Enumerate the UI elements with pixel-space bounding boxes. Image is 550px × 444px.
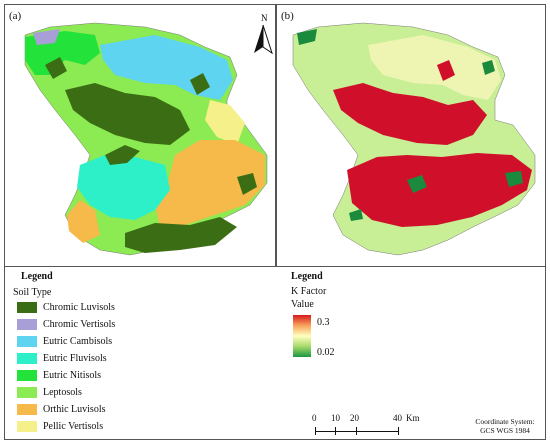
chromic-luvisols-zone-3 [105, 145, 140, 165]
chromic-luvisols-zone-1 [65, 83, 190, 145]
scale-tick-10 [335, 427, 336, 435]
k-mid-zone [368, 35, 501, 100]
legend-label: Eutric Fluvisols [43, 352, 107, 364]
chromic-luvisols-zone-6 [237, 173, 257, 195]
scale-label-10: 10 [331, 413, 340, 423]
swatch-eutric-cambisols [17, 335, 37, 347]
chromic-luvisols-zone-5 [45, 57, 67, 79]
legend-item-eutric-fluvisols: Eutric Fluvisols [17, 351, 107, 365]
k-low-zone-1 [297, 29, 317, 45]
coordinate-system-line2: GCS WGS 1984 [480, 426, 530, 435]
soil-type-map: N [24, 13, 273, 256]
k-low-value: 0.02 [317, 347, 335, 358]
legend-item-pellic-vertisols: Pellic Vertisols [17, 419, 103, 433]
k-factor-map-panel: (b) [276, 4, 546, 267]
legend-item-chromic-vertisols: Chromic Vertisols [17, 317, 115, 331]
swatch-orthic-luvisols [17, 403, 37, 415]
north-arrow-icon [254, 24, 273, 55]
k-legend-title: Legend [291, 271, 323, 282]
soil-legend-subtitle: Soil Type [13, 287, 52, 298]
orthic-luvisols-zone-1 [155, 140, 265, 227]
k-legend-subtitle: K Factor [291, 286, 327, 297]
orthic-luvisols-zone-2 [67, 200, 100, 243]
scale-unit: Km [406, 413, 420, 423]
k-high-zone-3 [437, 60, 455, 81]
legend-item-eutric-cambisols: Eutric Cambisols [17, 334, 112, 348]
swatch-eutric-fluvisols [17, 352, 37, 364]
legend-panel: Legend Soil Type Chromic Luvisols Chromi… [4, 266, 546, 440]
chromic-luvisols-zone-2 [125, 217, 237, 253]
chromic-vertisols-zone-1 [33, 29, 60, 45]
legend-label: Chromic Luvisols [43, 301, 115, 313]
scale-tick-20 [356, 427, 357, 435]
k-legend-value-label: Value [291, 299, 314, 310]
legend-label: Orthic Luvisols [43, 403, 106, 415]
legend-item-chromic-luvisols: Chromic Luvisols [17, 300, 115, 314]
legend-label: Pellic Vertisols [43, 420, 104, 432]
swatch-chromic-vertisols [17, 318, 37, 330]
scale-label-0: 0 [312, 413, 317, 423]
k-low-zone-4 [505, 171, 523, 187]
legend-label: Chromic Vertisols [43, 318, 116, 330]
scale-label-40: 40 [393, 413, 402, 423]
k-low-zone-5 [349, 209, 363, 221]
pellic-vertisols-zone [205, 100, 245, 145]
k-low-zone-2 [407, 175, 427, 193]
legend-item-leptosols: Leptosols [17, 385, 82, 399]
legend-label: Eutric Cambisols [43, 335, 113, 347]
swatch-leptosols [17, 386, 37, 398]
k-factor-map [292, 22, 536, 256]
panel-a-label: (a) [9, 10, 22, 22]
k-gradient-ramp [293, 315, 311, 357]
swatch-pellic-vertisols [17, 420, 37, 432]
coordinate-system-line1: Coordinate System: [475, 417, 535, 426]
k-low-zone-3 [482, 60, 495, 75]
scale-bar-line [315, 431, 399, 432]
coordinate-system-note: Coordinate System: GCS WGS 1984 [467, 417, 543, 435]
north-arrow-label: N [261, 13, 268, 23]
scale-tick-0 [315, 427, 316, 435]
scale-tick-40 [398, 427, 399, 435]
soil-legend-title: Legend [21, 271, 53, 282]
legend-label: Leptosols [43, 386, 82, 398]
swatch-eutric-nitisols [17, 369, 37, 381]
swatch-chromic-luvisols [17, 301, 37, 313]
k-high-zone-2 [347, 153, 532, 227]
soil-type-map-panel: (a) N [4, 4, 276, 267]
legend-label: Eutric Nitisols [43, 369, 102, 381]
legend-item-orthic-luvisols: Orthic Luvisols [17, 402, 106, 416]
panel-b-label: (b) [281, 10, 294, 22]
k-high-zone-1 [333, 83, 487, 145]
scale-label-20: 20 [350, 413, 359, 423]
legend-item-eutric-nitisols: Eutric Nitisols [17, 368, 101, 382]
chromic-luvisols-zone-4 [190, 73, 210, 95]
eutric-fluvisols-zone [77, 155, 170, 220]
k-high-value: 0.3 [317, 317, 330, 328]
